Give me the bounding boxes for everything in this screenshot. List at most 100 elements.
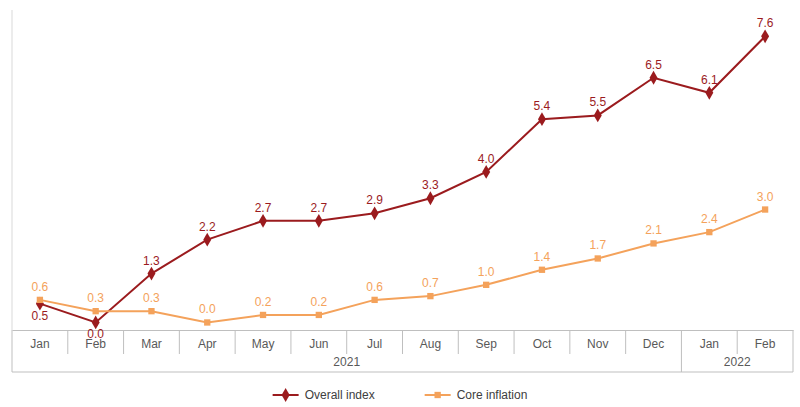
data-label: 2.7 [310,201,327,215]
category-separator [737,330,738,354]
series-marker [37,297,43,303]
legend-item: Core inflation [425,388,528,402]
series-marker [371,206,379,220]
data-label: 2.1 [645,223,662,237]
data-label: 5.5 [589,95,606,109]
data-label: 2.7 [255,201,272,215]
data-label: 3.0 [757,190,774,204]
data-label: 0.7 [422,276,439,290]
data-label: 0.3 [87,291,104,305]
x-tick: Jun [309,330,328,351]
data-label: 3.3 [422,178,439,192]
x-tick-label: Dec [643,337,664,351]
group-separator [12,330,13,372]
x-tick: Jan [30,330,49,351]
series-marker [482,165,490,179]
x-tick-label: Oct [533,337,552,351]
category-separator [625,330,626,354]
series-marker [93,308,99,314]
series-marker [539,267,545,273]
x-tick: Sep [475,330,497,351]
x-tick-label: Aug [420,337,441,351]
data-label: 2.2 [199,220,216,234]
series-marker [203,233,211,247]
legend-label: Overall index [305,388,375,402]
series-marker [761,29,769,43]
data-label: 7.6 [757,16,774,30]
series-line [40,36,765,322]
series-marker [650,240,656,246]
data-label: 0.6 [32,280,49,294]
x-tick-label: Feb [755,337,776,351]
series-marker [595,255,601,261]
x-tick-label: May [252,337,275,351]
axis-bottom-border [12,372,793,373]
x-tick-label: Nov [587,337,608,351]
series-marker [427,293,433,299]
x-tick-label: Sep [475,337,497,351]
category-separator [402,330,403,354]
year-label: 2022 [724,355,751,369]
x-tick: Jan [700,330,719,351]
group-separator [793,330,794,372]
series-marker [706,229,712,235]
series-marker [260,312,266,318]
x-tick-label: Mar [141,337,162,351]
series-marker [483,282,489,288]
x-tick: Apr [198,330,217,351]
data-label: 0.3 [143,291,160,305]
category-separator [514,330,515,354]
x-tick: Nov [587,330,608,351]
year-label: 2021 [333,355,360,369]
series-marker [538,112,546,126]
data-label: 0.0 [199,302,216,316]
x-tick-label: Jan [30,337,49,351]
data-label: 6.5 [645,58,662,72]
x-tick-label: Jun [309,337,328,351]
x-tick-label: Apr [198,337,217,351]
legend-marker [282,388,290,402]
x-tick: Aug [420,330,441,351]
group-separator [681,330,682,372]
x-tick: Jul [367,330,382,351]
series-marker [371,297,377,303]
chart: JanFebMarAprMayJunJulAugSepOctNovDecJanF… [0,0,800,407]
x-tick: Mar [141,330,162,351]
series-marker [315,214,323,228]
category-separator [179,330,180,354]
data-label: 5.4 [534,99,551,113]
legend-item: Overall index [273,388,375,402]
series-marker [426,191,434,205]
category-separator [346,330,347,354]
data-label: 6.1 [701,73,718,87]
data-label: 0.6 [366,280,383,294]
series-marker [204,319,210,325]
series-marker [705,86,713,100]
data-label: 4.0 [478,152,495,166]
category-separator [235,330,236,354]
plot-marks [36,29,769,329]
y-axis-line [12,10,13,330]
legend-marker [434,392,440,398]
x-tick: May [252,330,275,351]
series-line [40,210,765,323]
series-marker [147,267,155,281]
data-label: 0.2 [310,295,327,309]
data-label: 1.3 [143,254,160,268]
x-tick: Feb [755,330,776,351]
series-marker [259,214,267,228]
series-marker [594,109,602,123]
legend-label: Core inflation [457,388,528,402]
data-label: 0.2 [255,295,272,309]
category-separator [569,330,570,354]
legend: Overall index Core inflation [273,388,528,402]
series-marker [148,308,154,314]
data-label: 2.4 [701,212,718,226]
series-marker [316,312,322,318]
x-tick: Dec [643,330,664,351]
data-label: 2.9 [366,193,383,207]
series-marker [650,71,658,85]
category-separator [290,330,291,354]
category-separator [458,330,459,354]
x-tick-label: Jan [700,337,719,351]
